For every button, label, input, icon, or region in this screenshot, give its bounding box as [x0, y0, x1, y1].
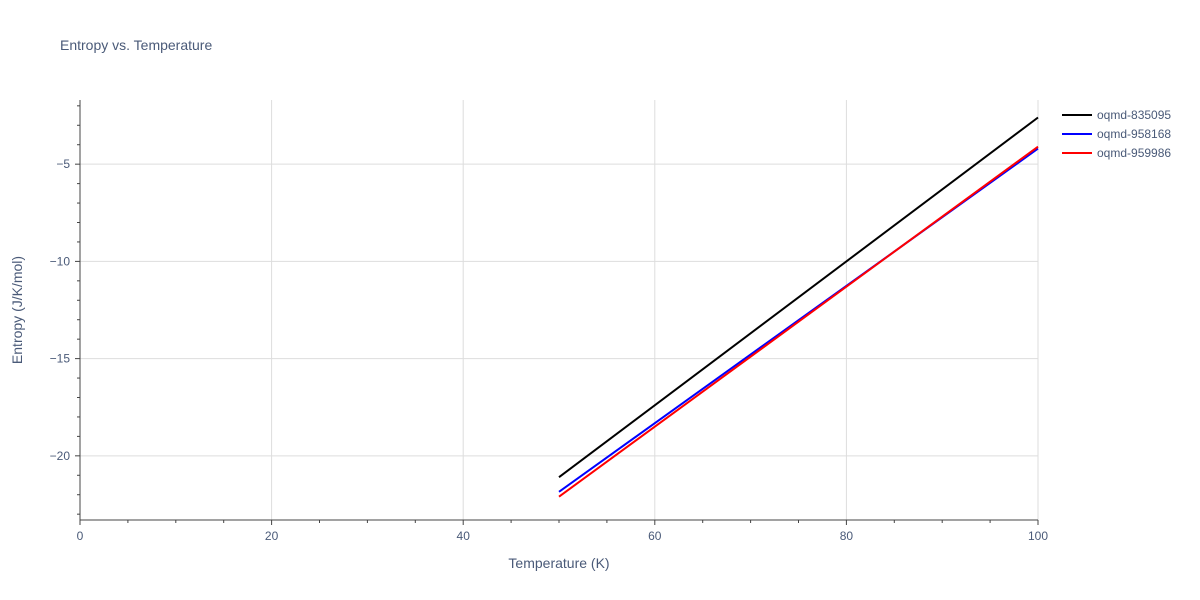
series-line-oqmd-835095[interactable] — [558, 116, 1039, 479]
legend-label: oqmd-835095 — [1097, 108, 1171, 122]
axes: 0 20 40 60 80 100 −20 −15 −10 −5 — [50, 100, 1048, 543]
x-tick-label: 60 — [648, 529, 662, 543]
x-tick-label: 100 — [1028, 529, 1048, 543]
y-tick-label: −20 — [50, 449, 71, 463]
x-tick-label: 0 — [77, 529, 84, 543]
grid-lines — [80, 100, 1039, 520]
y-tick-label: −10 — [50, 254, 71, 268]
x-axis-title: Temperature (K) — [508, 555, 609, 571]
legend-label: oqmd-958168 — [1097, 127, 1171, 141]
y-axis-title: Entropy (J/K/mol) — [9, 256, 25, 364]
legend-label: oqmd-959986 — [1097, 146, 1171, 160]
x-tick-label: 80 — [840, 529, 854, 543]
legend-item-oqmd-835095[interactable]: oqmd-835095 — [1062, 108, 1171, 122]
chart-title: Entropy vs. Temperature — [60, 37, 212, 53]
x-tick-label: 20 — [265, 529, 279, 543]
y-tick-label: −15 — [50, 352, 71, 366]
x-tick-label: 40 — [457, 529, 471, 543]
legend[interactable]: oqmd-835095 oqmd-958168 oqmd-959986 — [1062, 108, 1171, 160]
series-lines — [558, 116, 1039, 498]
series-line-oqmd-959986[interactable] — [558, 145, 1039, 498]
y-tick-label: −5 — [56, 157, 70, 171]
legend-item-oqmd-959986[interactable]: oqmd-959986 — [1062, 146, 1171, 160]
legend-item-oqmd-958168[interactable]: oqmd-958168 — [1062, 127, 1171, 141]
